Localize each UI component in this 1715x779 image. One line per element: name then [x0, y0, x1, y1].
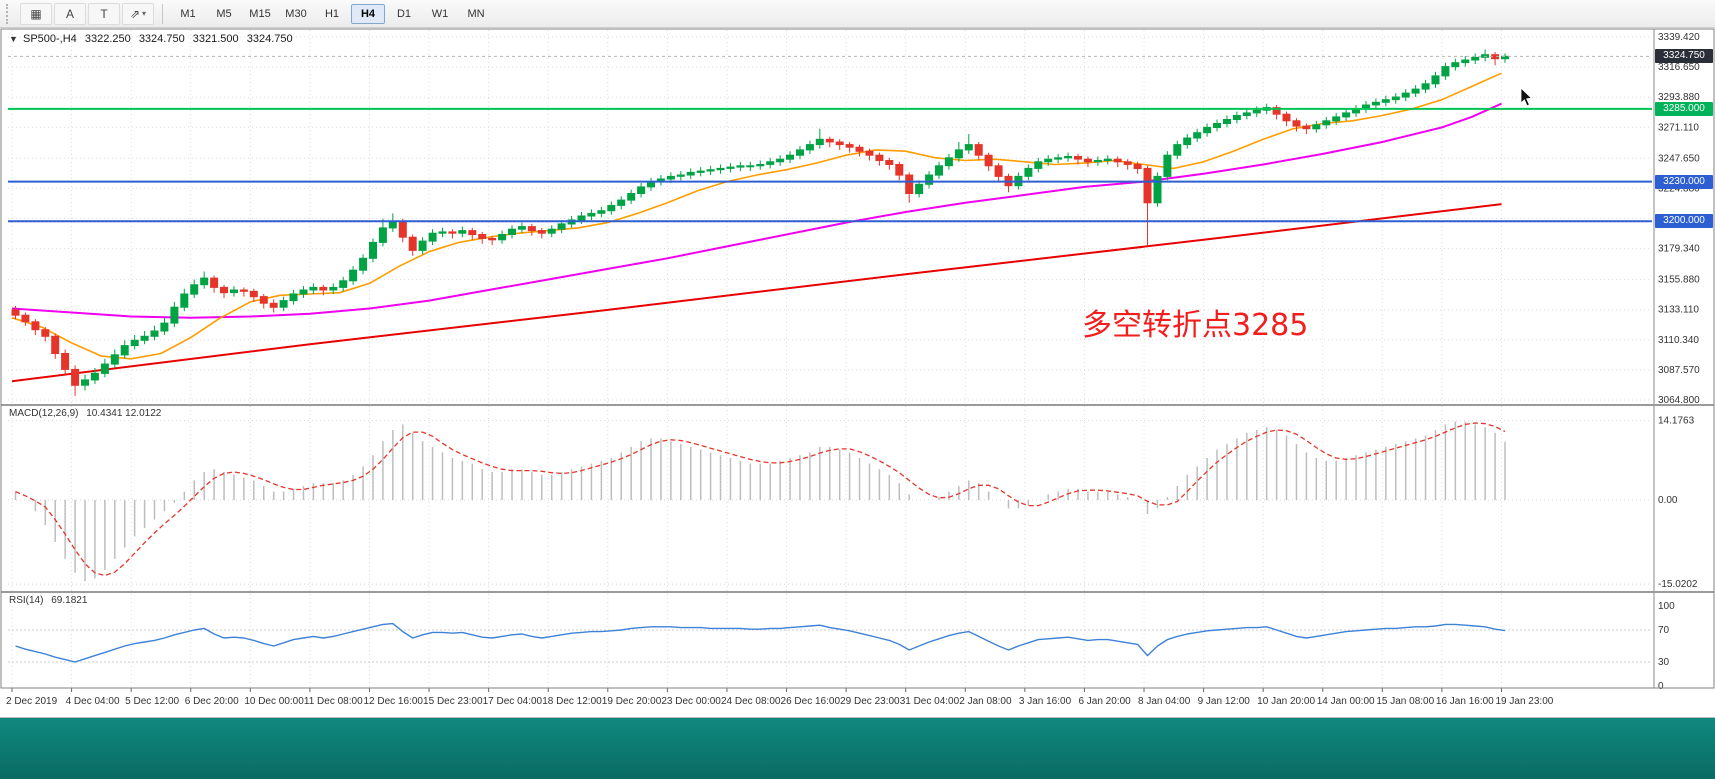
timeframe-button-m5[interactable]: M5 — [216, 7, 232, 20]
toolbar-separator — [162, 3, 163, 24]
ohlc-low: 3321.500 — [192, 33, 239, 45]
time-label: 12 Dec 16:00 — [363, 696, 423, 707]
timeframe-button-h4[interactable]: H4 — [351, 3, 385, 24]
macd-axis-label: 0.00 — [1658, 495, 1678, 506]
time-label: 10 Dec 00:00 — [244, 696, 304, 707]
time-label: 2 Dec 2019 — [6, 696, 58, 707]
mid-ma-line — [11, 102, 1502, 319]
price-axis-label: 3155.880 — [1658, 275, 1700, 286]
price-axis-label: 3247.650 — [1658, 153, 1700, 164]
time-label: 2 Jan 08:00 — [959, 696, 1012, 707]
time-label: 31 Dec 04:00 — [900, 696, 960, 707]
time-label: 15 Jan 08:00 — [1376, 696, 1434, 707]
rsi-name: RSI(14) — [9, 595, 44, 606]
symbol-name: SP500-,H4 — [22, 33, 77, 45]
rsi-indicator-label: RSI(14) 69.1821 — [9, 595, 92, 606]
rsi-axis-label: 100 — [1658, 601, 1675, 612]
text-tool-button[interactable]: T — [88, 2, 120, 25]
price-tag-hline[interactable]: 3230.000 — [1655, 175, 1713, 189]
toolbar-grip[interactable] — [6, 3, 13, 24]
timeframe-button-m1[interactable]: M1 — [180, 7, 196, 20]
label-tool-button[interactable]: A — [54, 2, 86, 25]
timeframe-button-m15[interactable]: M15 — [249, 7, 271, 20]
price-axis-label: 3064.800 — [1658, 395, 1700, 406]
ohlc-close: 3324.750 — [246, 33, 293, 45]
time-label: 8 Jan 04:00 — [1138, 696, 1191, 707]
price-axis-label: 3179.340 — [1658, 244, 1700, 255]
shapes-tool-button[interactable]: ⇗ ▾ — [122, 2, 154, 25]
macd-indicator-label: MACD(12,26,9) 10.4341 12.0122 — [9, 408, 166, 419]
mouse-cursor-icon — [1520, 87, 1533, 107]
ohlc-high: 3324.750 — [138, 33, 185, 45]
timeframe-button-d1[interactable]: D1 — [396, 7, 412, 20]
price-axis-label: 3316.650 — [1658, 62, 1700, 73]
time-label: 11 Dec 08:00 — [304, 696, 363, 707]
chart-text-annotation[interactable]: 多空转折点3285 — [1082, 308, 1309, 343]
grid-tool-button[interactable]: ▦ — [20, 2, 52, 25]
symbol-readout: ▼ SP500-,H4 3322.250 3324.750 3321.500 3… — [9, 33, 298, 45]
rsi-axis-label: 0 — [1658, 681, 1664, 692]
toolbar: ▦ A T ⇗ ▾ M1 M5 M15 M30 H1 H4 D1 W1 MN — [0, 0, 1715, 28]
time-label: 29 Dec 23:00 — [840, 696, 900, 707]
ohlc-open: 3322.250 — [84, 33, 131, 45]
time-label: 19 Jan 23:00 — [1496, 696, 1554, 707]
timeframe-button-mn[interactable]: MN — [467, 7, 485, 20]
drawing-tools: ▦ A T ⇗ ▾ — [19, 2, 155, 25]
time-label: 4 Dec 04:00 — [66, 696, 120, 707]
time-label: 14 Jan 00:00 — [1317, 696, 1375, 707]
time-label: 17 Dec 04:00 — [483, 696, 543, 707]
rsi-value: 69.1821 — [51, 595, 88, 606]
price-tag-hline[interactable]: 3285.000 — [1655, 102, 1713, 116]
time-label: 3 Jan 16:00 — [1019, 696, 1072, 707]
price-axis-label: 3087.570 — [1658, 365, 1700, 376]
price-axis-label: 3293.880 — [1658, 92, 1700, 103]
time-label: 15 Dec 23:00 — [423, 696, 483, 707]
time-label: 19 Dec 20:00 — [602, 696, 662, 707]
macd-axis-label: -15.0202 — [1658, 579, 1698, 590]
time-label: 6 Dec 20:00 — [185, 696, 239, 707]
symbol-marker-icon: ▼ — [9, 34, 18, 44]
price-axis-label: 3110.340 — [1658, 335, 1699, 346]
price-tag-hline[interactable]: 3200.000 — [1655, 214, 1713, 228]
rsi-axis-label: 30 — [1658, 657, 1670, 668]
price-axis-label: 3271.110 — [1658, 122, 1699, 133]
time-label: 10 Jan 20:00 — [1257, 696, 1315, 707]
timeframe-group: M1 M5 M15 M30 H1 H4 D1 W1 MN — [170, 3, 494, 24]
bottom-bar — [0, 718, 1715, 779]
macd-axis-label: 14.1763 — [1658, 416, 1695, 427]
time-label: 5 Dec 12:00 — [125, 696, 179, 707]
price-axis-label: 3133.110 — [1658, 305, 1699, 316]
timeframe-button-w1[interactable]: W1 — [431, 7, 449, 20]
price-chart[interactable]: 2 Dec 2019 4 Dec 04:00 5 Dec 12:00 6 Dec 20… — [0, 28, 1715, 718]
macd-name: MACD(12,26,9) — [9, 408, 79, 419]
time-label: 18 Dec 12:00 — [542, 696, 602, 707]
time-label: 16 Jan 16:00 — [1436, 696, 1494, 707]
time-label: 24 Dec 08:00 — [721, 696, 781, 707]
timeframe-button-m30[interactable]: M30 — [285, 7, 307, 20]
macd-values: 10.4341 12.0122 — [86, 408, 162, 419]
price-tag-current-price[interactable]: 3324.750 — [1655, 49, 1713, 63]
chart-window[interactable]: 2 Dec 2019 4 Dec 04:00 5 Dec 12:00 6 Dec 20… — [0, 28, 1715, 718]
dropdown-caret-icon: ▾ — [142, 9, 147, 18]
timeframe-button-h1[interactable]: H1 — [324, 7, 340, 20]
price-axis-label: 3339.420 — [1658, 32, 1700, 43]
time-label: 9 Jan 12:00 — [1198, 696, 1251, 707]
time-label: 6 Jan 20:00 — [1078, 696, 1131, 707]
slow-ma-line — [11, 203, 1502, 383]
time-label: 23 Dec 00:00 — [661, 696, 721, 707]
time-label: 26 Dec 16:00 — [781, 696, 841, 707]
rsi-axis-label: 70 — [1658, 625, 1670, 636]
